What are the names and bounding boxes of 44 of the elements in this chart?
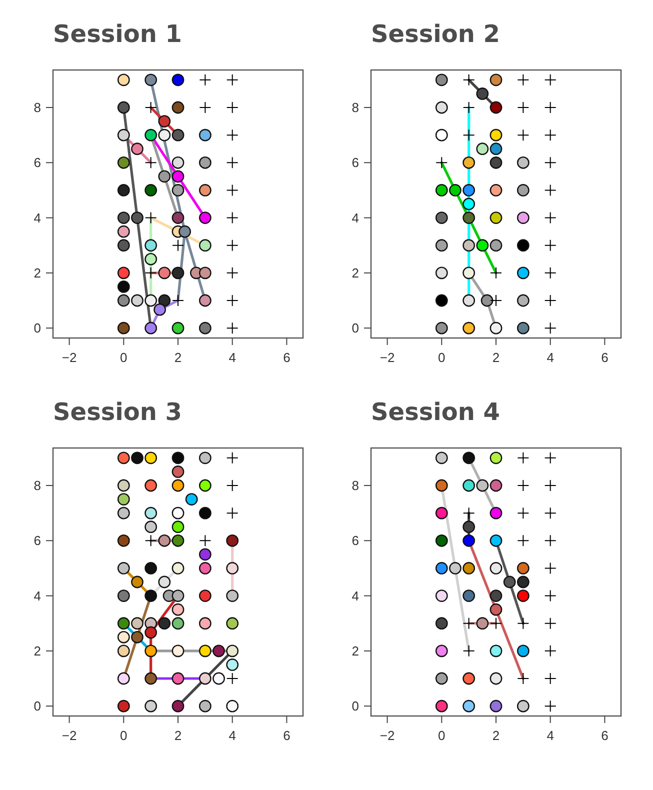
x-tick-label: 6 — [601, 350, 608, 365]
y-tick-label: 6 — [34, 155, 41, 170]
x-tick-label: 6 — [283, 728, 290, 743]
y-tick-label: 0 — [352, 320, 359, 336]
x-tick-label: 4 — [228, 728, 236, 743]
x-tick-label: 4 — [546, 350, 554, 365]
y-tick-label: 2 — [34, 643, 41, 658]
chart-title: Session 4 — [371, 398, 500, 426]
x-tick-label: 2 — [492, 728, 500, 743]
x-tick-label: 2 — [492, 350, 500, 365]
x-tick-label: 0 — [438, 350, 446, 365]
x-tick-label: 2 — [174, 728, 182, 743]
y-tick-label: 6 — [352, 155, 359, 170]
x-tick-label: 0 — [120, 350, 128, 365]
x-tick-label: 2 — [174, 350, 182, 365]
y-tick-label: 2 — [352, 265, 359, 280]
x-tick-label: −2 — [380, 728, 395, 743]
chart-title: Session 3 — [53, 398, 182, 426]
y-tick-label: 4 — [34, 588, 41, 604]
y-tick-label: 8 — [34, 100, 41, 115]
chart-title: Session 1 — [53, 20, 182, 48]
x-tick-label: 0 — [120, 728, 128, 743]
x-tick-label: 0 — [438, 728, 446, 743]
x-tick-label: −2 — [62, 728, 77, 743]
y-tick-label: 8 — [352, 100, 359, 115]
y-tick-label: 6 — [34, 533, 41, 548]
y-tick-label: 4 — [34, 210, 41, 226]
x-tick-label: 4 — [228, 350, 236, 365]
y-tick-label: 0 — [34, 320, 41, 336]
x-tick-label: −2 — [380, 350, 395, 365]
y-tick-label: 2 — [34, 265, 41, 280]
y-tick-label: 8 — [34, 478, 41, 493]
y-tick-label: 6 — [352, 533, 359, 548]
x-tick-label: 6 — [283, 350, 290, 365]
y-tick-label: 0 — [34, 698, 41, 714]
x-tick-label: 6 — [601, 728, 608, 743]
x-tick-label: −2 — [62, 350, 77, 365]
y-tick-label: 4 — [352, 588, 359, 604]
chart-title: Session 2 — [371, 20, 500, 48]
y-tick-label: 2 — [352, 643, 359, 658]
y-tick-label: 8 — [352, 478, 359, 493]
y-tick-label: 0 — [352, 698, 359, 714]
x-tick-label: 4 — [546, 728, 554, 743]
y-tick-label: 4 — [352, 210, 359, 226]
